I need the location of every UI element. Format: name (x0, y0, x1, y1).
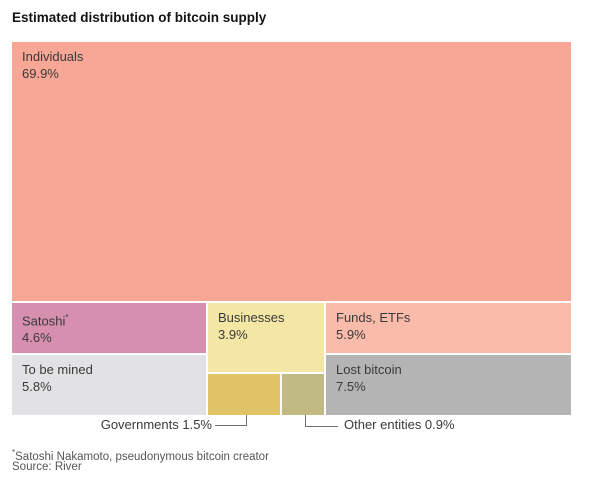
block-label: Lost bitcoin (336, 362, 402, 377)
block-label: Satoshi* (22, 309, 196, 329)
block-value: 7.5% (336, 379, 366, 394)
block-label: To be mined (22, 362, 93, 377)
block-label: Businesses (218, 310, 285, 325)
block-value: 5.9% (336, 327, 366, 342)
footnote-marker: * (12, 448, 16, 457)
treemap-block-lost-bitcoin: Lost bitcoin 7.5% (326, 355, 571, 415)
treemap-block-individuals: Individuals 69.9% (12, 42, 571, 301)
treemap-block-funds-etfs: Funds, ETFs 5.9% (326, 303, 571, 353)
callout-leader-line-governments (215, 415, 247, 426)
block-value: 4.6% (22, 330, 52, 346)
treemap-chart: Individuals 69.9% Satoshi* 4.6% To be mi… (12, 42, 571, 415)
treemap-block-to-be-mined: To be mined 5.8% (12, 355, 206, 415)
block-value: 69.9% (22, 66, 59, 81)
treemap-block-governments (208, 374, 280, 415)
treemap-block-other-entities (282, 374, 324, 415)
treemap-block-businesses: Businesses 3.9% (208, 303, 324, 372)
block-value: 3.9% (218, 327, 248, 342)
callout-governments: Governments 1.5% (100, 417, 212, 432)
block-label: Individuals (22, 49, 84, 64)
source-line: Source: River (12, 461, 82, 473)
callout-leader-line-other-entities (305, 415, 338, 427)
chart-title: Estimated distribution of bitcoin supply (12, 10, 267, 25)
treemap-block-satoshi: Satoshi* 4.6% (12, 303, 206, 353)
callout-other-entities: Other entities 0.9% (344, 417, 455, 432)
block-label-text: Satoshi (22, 313, 66, 329)
footnote-text: Satoshi Nakamoto, pseudonymous bitcoin c… (15, 450, 269, 463)
block-label: Funds, ETFs (336, 310, 411, 325)
block-value: 5.8% (22, 379, 52, 394)
footnote: *Satoshi Nakamoto, pseudonymous bitcoin … (12, 446, 269, 464)
footnote-marker: * (65, 313, 69, 322)
